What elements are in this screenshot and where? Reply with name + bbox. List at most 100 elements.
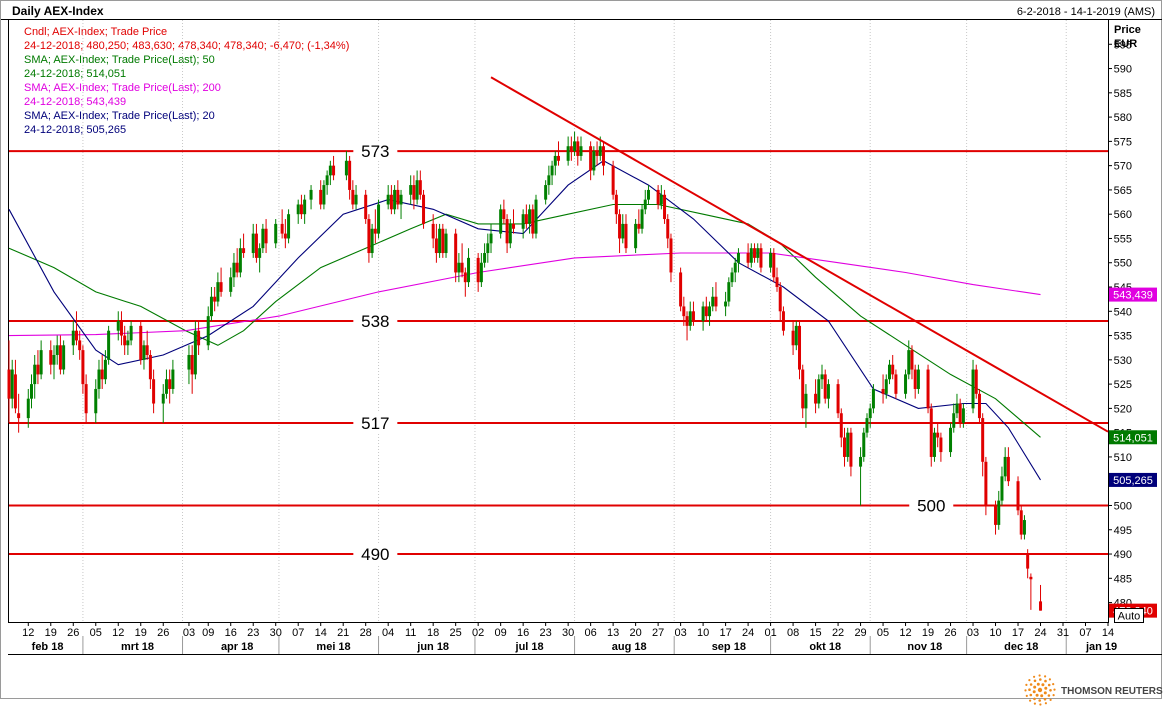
- candle-body: [817, 379, 821, 404]
- month-label: jul 18: [515, 641, 544, 653]
- candle-body: [58, 345, 62, 370]
- candle-body: [467, 257, 471, 283]
- candle-body: [688, 311, 692, 326]
- legend: Cndl; AEX-Index; Trade Price 24-12-2018;…: [24, 26, 349, 136]
- candle-body: [322, 185, 326, 205]
- candle-body: [711, 296, 715, 307]
- y-tick-label: 555: [1114, 233, 1132, 245]
- y-tick-label: 490: [1114, 549, 1132, 561]
- x-tick-label: 09: [495, 627, 507, 639]
- candle-body: [932, 432, 936, 457]
- date-range: 6-2-2018 - 14-1-2019 (AMS): [1017, 6, 1155, 18]
- candle-body: [55, 345, 59, 355]
- candle-body: [753, 248, 757, 258]
- candle-body: [736, 253, 740, 263]
- x-tick-label: 14: [1102, 627, 1114, 639]
- auto-scale-button[interactable]: [1114, 608, 1144, 623]
- logo-dot: [1037, 687, 1043, 693]
- y-tick-label: 500: [1114, 500, 1132, 512]
- level-label-bg-538: [353, 311, 398, 331]
- candle-body: [589, 146, 593, 171]
- x-tick-label: 03: [967, 627, 979, 639]
- candle-body: [1029, 576, 1033, 580]
- logo-dot: [1029, 693, 1033, 697]
- candle-body: [332, 165, 336, 176]
- x-tick-label: 26: [944, 627, 956, 639]
- candle-body: [977, 393, 981, 419]
- x-axis: 12 19 26 05 12 19 26 03 09 16 23 30 07 14 21 28 04 11 18 25…: [22, 622, 1117, 653]
- candle-body: [936, 432, 940, 438]
- candle-body: [399, 194, 403, 205]
- x-tick-label: 04: [382, 627, 394, 639]
- legend-line-candle: Cndl; AEX-Index; Trade Price: [24, 26, 167, 38]
- candle-body: [859, 456, 863, 467]
- candle-body: [769, 253, 773, 268]
- x-tick-label: 07: [1079, 627, 1091, 639]
- candle-body: [611, 165, 615, 195]
- candle-body: [119, 321, 123, 336]
- y-tick-label: 540: [1114, 306, 1132, 318]
- month-label: jun 18: [416, 641, 449, 653]
- candle-body: [36, 364, 40, 375]
- candle-body: [772, 253, 776, 278]
- candle-body: [614, 194, 618, 215]
- y-tick-label: 580: [1114, 112, 1132, 124]
- candle-body: [801, 369, 805, 409]
- x-tick-label: 26: [67, 627, 79, 639]
- x-tick-label: 10: [697, 627, 709, 639]
- candle-body: [10, 369, 14, 399]
- x-tick-label: 30: [270, 627, 282, 639]
- candle-body: [669, 238, 673, 273]
- candle-body: [39, 350, 43, 375]
- candle-body: [325, 175, 329, 186]
- x-tick-label: 17: [1012, 627, 1024, 639]
- candle-body: [351, 189, 355, 205]
- candle-body: [887, 364, 891, 380]
- candle-body: [868, 408, 872, 419]
- logo-dot: [1036, 682, 1040, 686]
- candle-body: [274, 223, 278, 244]
- candle-body: [418, 180, 422, 195]
- candle-body: [528, 209, 532, 224]
- horizontal-levels: 573 538 517 500 490: [9, 141, 1108, 565]
- y-tick-label: 565: [1114, 185, 1132, 197]
- logo-dot: [1039, 703, 1042, 706]
- candle-body: [634, 223, 638, 249]
- legend-line-sma50: SMA; AEX-Index; Trade Price(Last); 50: [24, 54, 215, 66]
- value-tag-label: 543,439: [1113, 290, 1153, 302]
- candle-body: [438, 228, 442, 254]
- logo-dot: [1053, 688, 1056, 691]
- logo-dot: [1025, 694, 1028, 698]
- candle-body: [881, 388, 885, 394]
- logo-dot: [1028, 688, 1031, 691]
- x-tick-label: 17: [719, 627, 731, 639]
- candle-body: [952, 413, 956, 428]
- candle-body: [862, 432, 866, 457]
- candle-body: [309, 189, 313, 200]
- candle-body: [524, 214, 528, 224]
- candle-body: [791, 330, 795, 346]
- x-tick-label: 18: [427, 627, 439, 639]
- logo-dot: [1041, 683, 1045, 687]
- logo-dot: [1029, 683, 1033, 686]
- candle-body: [836, 384, 840, 414]
- candle-body: [17, 413, 21, 419]
- candle-body: [123, 335, 127, 346]
- candle-body: [431, 223, 435, 239]
- candle-body: [701, 306, 705, 321]
- logo-dot: [1028, 679, 1031, 682]
- candle-body: [994, 505, 998, 525]
- candle-body: [659, 194, 663, 205]
- value-tag-bg: [1109, 287, 1157, 302]
- candle-body: [826, 384, 830, 399]
- y-tick-label: 530: [1114, 355, 1132, 367]
- candle-body: [839, 413, 843, 438]
- legend-line-sma200: SMA; AEX-Index; Trade Price(Last); 200: [24, 82, 221, 94]
- candle-body: [116, 321, 120, 331]
- x-tick-label: 16: [225, 627, 237, 639]
- candle-body: [454, 233, 458, 273]
- x-tick-label: 03: [183, 627, 195, 639]
- candle-body: [598, 146, 602, 156]
- candle-body: [441, 228, 445, 254]
